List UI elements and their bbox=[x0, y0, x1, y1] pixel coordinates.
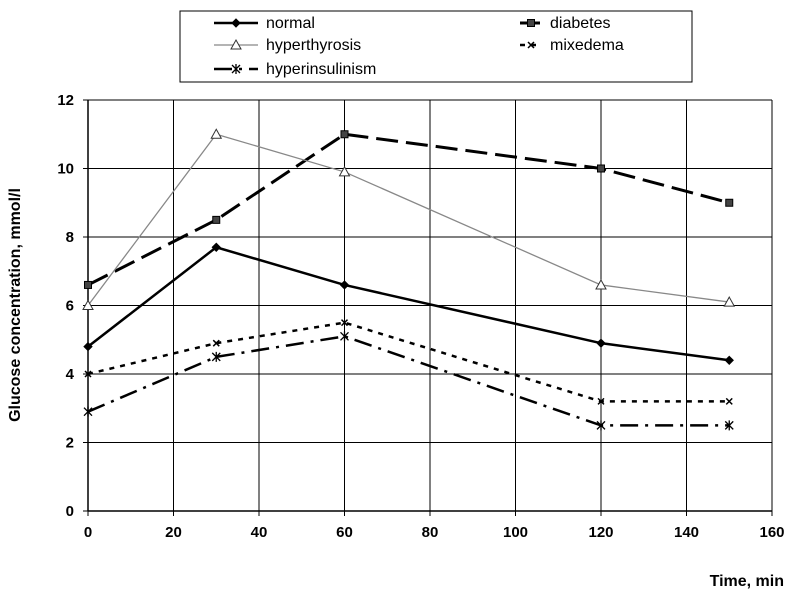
x-tick-label: 0 bbox=[84, 524, 92, 541]
data-point-mixedema bbox=[212, 339, 220, 347]
y-tick-label: 10 bbox=[57, 161, 74, 178]
x-tick-label: 160 bbox=[759, 524, 784, 541]
legend-swatch-marker bbox=[527, 41, 535, 49]
legend-label: normal bbox=[266, 15, 315, 32]
legend-item-diabetes: diabetes bbox=[520, 15, 611, 32]
legend: normal diabetes hyperthyrosis mixedema hyper… bbox=[179, 10, 693, 83]
data-point-diabetes bbox=[725, 198, 734, 207]
legend-label: diabetes bbox=[550, 15, 611, 32]
axes bbox=[83, 99, 773, 516]
data-point-mixedema bbox=[725, 397, 733, 405]
legend-label: hyperthyrosis bbox=[266, 37, 361, 54]
x-tick-label: 140 bbox=[674, 524, 699, 541]
x-tick-label: 40 bbox=[251, 524, 268, 541]
y-tick-label: 8 bbox=[66, 229, 74, 246]
data-point-diabetes bbox=[84, 280, 92, 289]
y-tick-label: 2 bbox=[66, 435, 74, 452]
x-tick-label: 80 bbox=[422, 524, 439, 541]
data-point-mixedema bbox=[84, 370, 92, 378]
data-point-hyperthyrosis bbox=[723, 296, 736, 307]
series-line-normal bbox=[87, 245, 730, 362]
data-point-diabetes bbox=[597, 164, 605, 173]
legend-swatch-marker bbox=[230, 38, 242, 50]
data-point-hyperthyrosis bbox=[82, 299, 94, 310]
data-point-diabetes bbox=[212, 215, 221, 224]
y-tick-label: 4 bbox=[66, 366, 75, 383]
legend-swatch-marker bbox=[231, 18, 241, 28]
data-point-normal bbox=[596, 338, 606, 348]
x-tick-label: 60 bbox=[336, 524, 353, 541]
series-line-diabetes bbox=[87, 132, 730, 287]
y-tick-label: 12 bbox=[57, 92, 74, 109]
data-point-normal bbox=[724, 355, 734, 366]
y-axis-title: Glucose concentration, mmol/l bbox=[7, 188, 24, 422]
data-point-normal bbox=[339, 280, 350, 290]
legend-label: mixedema bbox=[550, 37, 624, 54]
legend-item-mixedema: mixedema bbox=[520, 37, 624, 54]
data-point-diabetes bbox=[340, 130, 349, 139]
legend-box bbox=[179, 10, 693, 83]
data-point-hyperthyrosis bbox=[595, 278, 607, 290]
legend-swatch-marker bbox=[527, 19, 535, 27]
data-point-normal bbox=[83, 341, 93, 352]
data-point-hyperthyrosis bbox=[338, 165, 351, 177]
x-tick-label: 20 bbox=[165, 524, 182, 541]
x-tick-label: 100 bbox=[503, 524, 528, 541]
data-point-mixedema bbox=[597, 397, 605, 405]
series-group bbox=[82, 128, 736, 431]
series-line-mixedema bbox=[87, 321, 730, 403]
y-tick-label: 0 bbox=[66, 503, 74, 520]
y-tick-label: 6 bbox=[66, 298, 74, 315]
data-point-hyperinsulinism bbox=[340, 331, 349, 342]
x-axis-title: Time, min bbox=[710, 573, 784, 590]
legend-item-hyperthyrosis: hyperthyrosis bbox=[214, 37, 361, 54]
data-point-hyperinsulinism bbox=[211, 351, 221, 362]
legend-item-hyperinsulinism: hyperinsulinism bbox=[214, 61, 376, 78]
data-point-hyperinsulinism bbox=[724, 420, 734, 431]
data-point-hyperthyrosis bbox=[210, 128, 223, 139]
data-point-normal bbox=[211, 242, 221, 252]
x-tick-label: 120 bbox=[588, 524, 613, 541]
legend-label: hyperinsulinism bbox=[266, 61, 376, 78]
data-point-mixedema bbox=[340, 319, 349, 327]
data-point-hyperinsulinism bbox=[596, 420, 606, 431]
data-point-hyperinsulinism bbox=[83, 406, 93, 417]
tick-labels: 0 20 40 60 80 100 120 140 160 0 2 4 6 8 10 12 bbox=[57, 92, 784, 541]
legend-item-normal: normal bbox=[214, 15, 315, 32]
series-line-hyperthyrosis bbox=[87, 133, 730, 306]
legend-swatch-marker bbox=[231, 64, 241, 74]
